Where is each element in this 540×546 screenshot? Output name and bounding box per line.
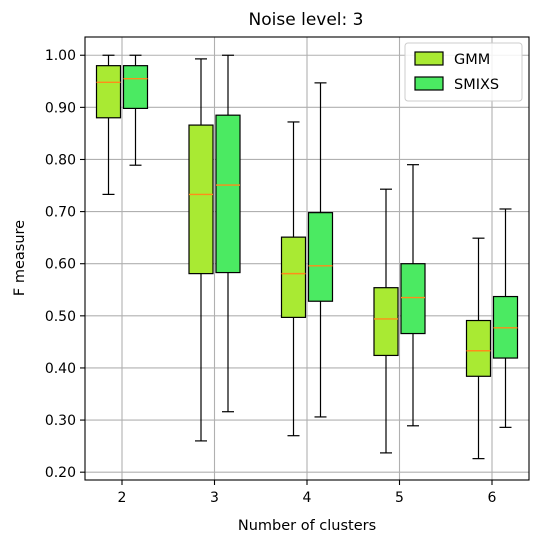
x-tick-label: 4	[303, 490, 312, 506]
box-body	[280, 236, 307, 318]
y-tick-label: 0.80	[45, 152, 76, 168]
box-body	[95, 65, 122, 119]
y-axis-label: F measure	[12, 220, 28, 296]
y-tick-label: 0.40	[45, 361, 76, 377]
y-tick-label: 0.30	[45, 413, 76, 429]
y-tick-label: 0.60	[45, 257, 76, 273]
box-smixs-3	[215, 54, 241, 413]
box-body	[373, 287, 399, 357]
box-gmm-6	[465, 237, 492, 460]
box-smixs-6	[492, 208, 519, 428]
y-tick-label: 0.70	[45, 205, 76, 221]
legend: GMM SMIXS	[404, 42, 523, 102]
box-gmm-2	[95, 54, 122, 195]
y-tick-label: 1.00	[45, 48, 76, 64]
x-tick-label: 5	[395, 490, 404, 506]
box-body	[188, 124, 214, 275]
box-smixs-4	[307, 82, 334, 418]
y-tick-label: 0.90	[45, 100, 76, 116]
x-axis-label: Number of clusters	[238, 518, 376, 534]
y-tick-label: 0.50	[45, 309, 76, 325]
x-tick-label: 6	[488, 490, 497, 506]
legend-label-smixs: SMIXS	[454, 77, 499, 93]
box-body	[400, 263, 426, 335]
x-tick-label: 2	[118, 490, 127, 506]
legend-swatch-smixs	[414, 76, 444, 91]
chart-title: Noise level: 3	[249, 10, 364, 30]
legend-swatch-gmm	[414, 51, 444, 66]
box-gmm-5	[373, 188, 399, 454]
box-body	[465, 319, 492, 377]
legend-label-gmm: GMM	[454, 52, 490, 68]
box-smixs-5	[400, 164, 426, 427]
box-smixs-2	[122, 54, 149, 166]
x-tick-label: 3	[210, 490, 219, 506]
box-body	[307, 212, 334, 302]
plot-area: 0.20 0.30 0.40 0.50 0.60 0.70 0.80 0.90 1.00 2 3 4 5…	[45, 36, 530, 506]
box-gmm-4	[280, 121, 307, 437]
box-body	[122, 65, 149, 110]
box-gmm-3	[188, 58, 214, 442]
box-body	[215, 114, 241, 274]
y-tick-label: 0.20	[45, 465, 76, 481]
